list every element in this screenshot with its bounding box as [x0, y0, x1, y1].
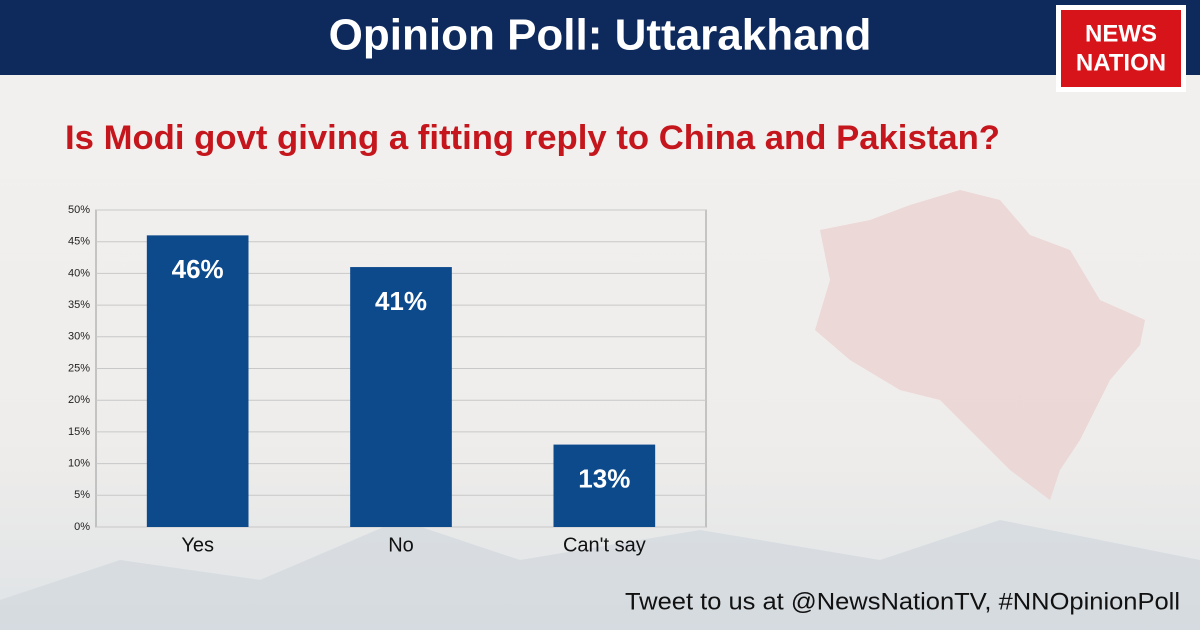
- y-tick-label: 35%: [68, 299, 90, 311]
- value-label: 41%: [375, 286, 427, 316]
- y-tick-label: 50%: [68, 204, 90, 216]
- logo-text: NATION: [1076, 49, 1166, 76]
- y-tick-label: 15%: [68, 426, 90, 438]
- value-label: 46%: [172, 254, 224, 284]
- header-bar: [0, 0, 1200, 75]
- y-tick-label: 20%: [68, 394, 90, 406]
- bar: [146, 235, 249, 528]
- chart-title: Is Modi govt giving a fitting reply to C…: [65, 119, 1000, 157]
- y-tick-label: 0%: [74, 521, 90, 533]
- header-title: Opinion Poll: Uttarakhand: [329, 11, 872, 60]
- footer-text: Tweet to us at @NewsNationTV, #NNOpinion…: [625, 588, 1180, 615]
- y-tick-label: 10%: [68, 458, 90, 470]
- x-tick-label: Yes: [181, 534, 214, 556]
- y-tick-label: 30%: [68, 331, 90, 343]
- mountains: [0, 520, 1200, 630]
- y-tick-label: 40%: [68, 267, 90, 279]
- logo: [1061, 10, 1181, 87]
- logo-text: NEWS: [1085, 20, 1157, 47]
- bar: [553, 444, 656, 527]
- y-tick-label: 45%: [68, 236, 90, 248]
- bar: [350, 267, 452, 527]
- map-shape: [815, 190, 1145, 500]
- y-tick-label: 5%: [74, 489, 90, 501]
- x-tick-label: No: [388, 534, 414, 556]
- y-tick-label: 25%: [68, 362, 90, 374]
- x-tick-label: Can't say: [563, 534, 646, 556]
- value-label: 13%: [578, 463, 630, 493]
